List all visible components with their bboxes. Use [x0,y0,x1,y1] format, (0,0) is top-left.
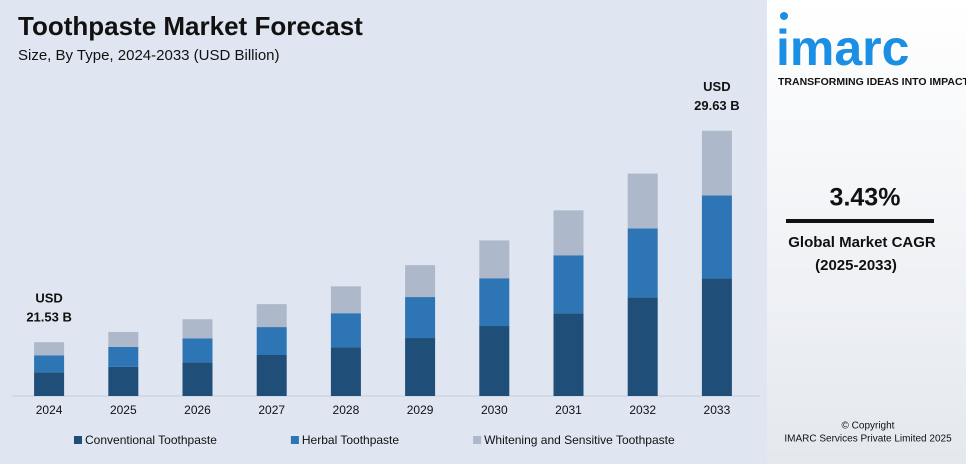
total-label: USD [703,79,730,94]
bar-segment [256,327,287,356]
bar-segment [330,286,361,314]
bar-segment [405,297,436,339]
legend-swatch [290,436,299,444]
cagr-label: Global Market CAGR [788,234,936,251]
x-tick-label: 2027 [258,403,285,417]
bar-segment [34,372,65,396]
x-tick-label: 2025 [110,403,137,417]
bar-segment [330,313,361,348]
bar-segment [479,278,510,327]
x-tick-label: 2026 [184,403,211,417]
legend-label: Herbal Toothpaste [302,433,400,447]
bar-segment [108,332,139,347]
bar-segment [627,228,658,298]
total-label: 29.63 B [694,98,740,113]
cagr-rule [786,219,934,223]
bar-segment [108,366,139,396]
copyright: © Copyright [842,421,895,432]
bar-segment [701,195,732,279]
sidebar-background [767,0,966,464]
bar-segment [553,210,584,256]
bar-segment [34,355,65,373]
bar-segment [182,319,213,339]
total-label: 21.53 B [26,310,72,325]
tagline: TRANSFORMING IDEAS INTO IMPACT [778,76,966,88]
chart-subtitle: Size, By Type, 2024-2033 (USD Billion) [18,47,280,64]
bar-segment [34,342,65,356]
bar-segment [256,304,287,328]
bar-segment [405,338,436,396]
legend-swatch [74,436,82,444]
logo: imarc [776,20,909,76]
bar-segment [108,346,139,367]
x-tick-label: 2030 [481,403,508,417]
bar-segment [627,297,658,396]
x-tick-label: 2029 [407,403,434,417]
cagr-period: (2025-2033) [815,257,897,274]
x-tick-label: 2032 [629,403,656,417]
chart-title: Toothpaste Market Forecast [18,11,363,41]
bar-segment [627,173,658,229]
bar-segment [182,338,213,363]
legend-swatch [473,436,482,444]
total-label: USD [35,291,62,306]
bar-segment [330,347,361,396]
bar-segment [479,240,510,279]
legend-label: Whitening and Sensitive Toothpaste [484,433,675,447]
bar-segment [701,130,732,196]
company: IMARC Services Private Limited 2025 [784,434,952,445]
bar-segment [256,355,287,396]
legend-label: Conventional Toothpaste [85,433,217,447]
x-tick-label: 2033 [704,403,731,417]
bar-segment [479,326,510,396]
bar-segment [553,255,584,314]
cagr-value: 3.43% [830,184,901,212]
x-tick-label: 2024 [36,403,63,417]
bar-segment [182,362,213,396]
bar-segment [701,278,732,396]
bar-segment [405,265,436,298]
logo-dot [780,12,788,20]
x-tick-label: 2028 [333,403,360,417]
bar-segment [553,313,584,396]
x-tick-label: 2031 [555,403,582,417]
